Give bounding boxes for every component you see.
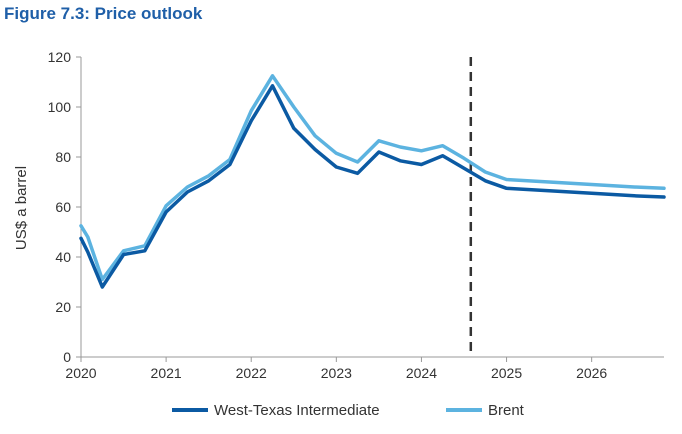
series-line-brent <box>79 74 666 282</box>
y-axis-label: US$ a barrel <box>13 166 30 250</box>
legend-label-brent: Brent <box>488 402 525 419</box>
y-tick-label: 80 <box>55 149 71 165</box>
y-tick-label: 20 <box>55 299 71 315</box>
x-tick-label: 2020 <box>65 365 96 381</box>
figure-title: Figure 7.3: Price outlook <box>4 4 203 23</box>
x-tick-label: 2021 <box>151 365 182 381</box>
y-tick-label: 60 <box>55 199 71 215</box>
legend-label-wti: West-Texas Intermediate <box>214 402 380 419</box>
series-line-wti <box>79 84 666 289</box>
x-tick-label: 2022 <box>236 365 267 381</box>
x-tick-label: 2024 <box>406 365 437 381</box>
legend: West-Texas Intermediate Brent <box>172 402 525 419</box>
series-lines <box>79 74 666 289</box>
y-tick-label: 120 <box>48 49 72 65</box>
y-tick-label: 40 <box>55 249 71 265</box>
x-tick-label: 2026 <box>576 365 607 381</box>
y-tick-label: 100 <box>48 99 72 115</box>
y-tick-label: 0 <box>63 349 71 365</box>
chart-axes: 0 20 40 60 80 100 120 2020 2021 2022 2023 2024 2025 2… <box>48 49 664 381</box>
x-tick-label: 2023 <box>321 365 352 381</box>
x-tick-label: 2025 <box>491 365 522 381</box>
